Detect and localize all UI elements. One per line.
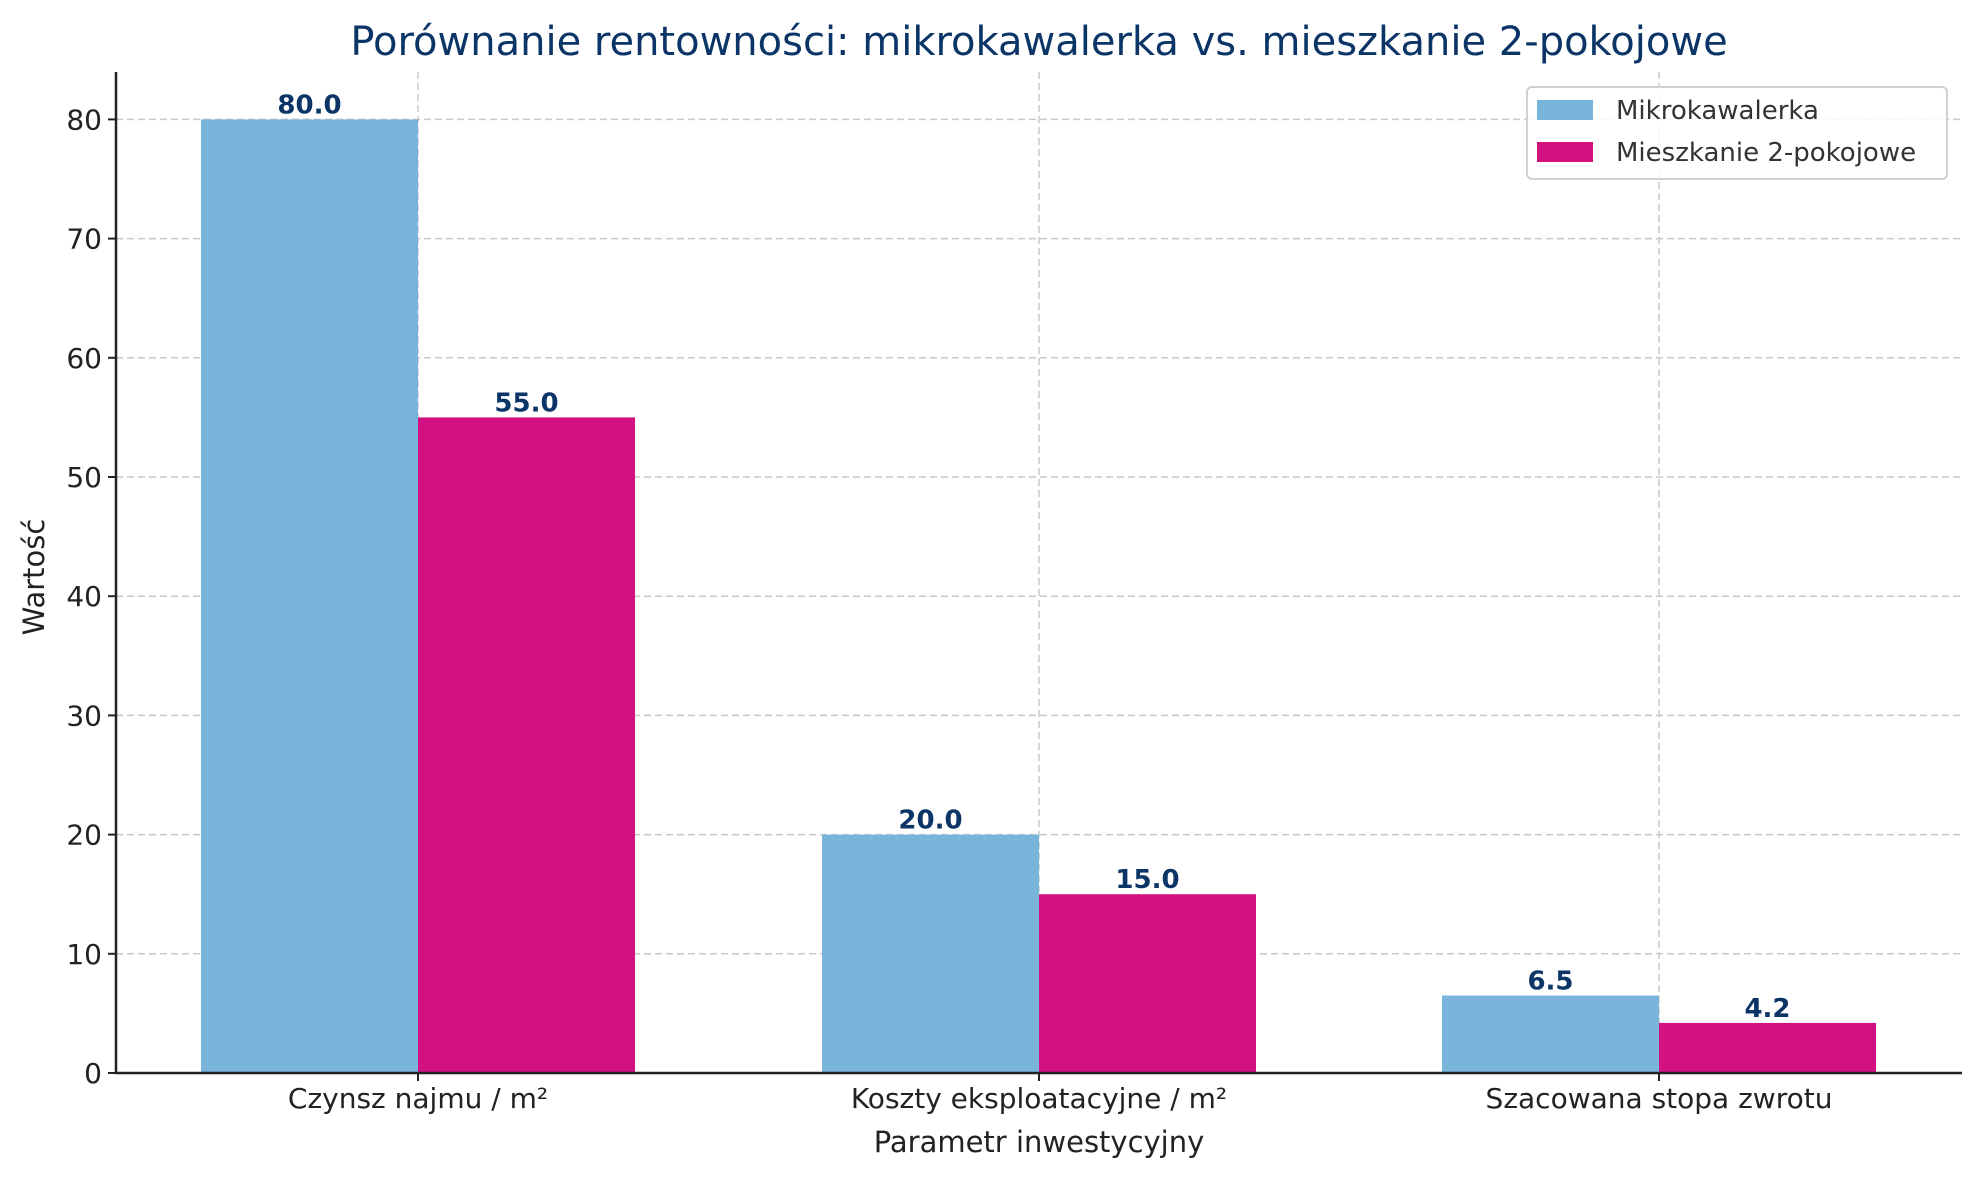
x-axis-ticks: Czynsz najmu / m² Koszty eksploatacyjne /…	[288, 1073, 1833, 1115]
bar-mikrokawalerka	[1442, 995, 1659, 1073]
x-tick-label: Czynsz najmu / m²	[288, 1082, 548, 1115]
y-tick-label: 60	[66, 342, 102, 375]
bar-value-label: 4.2	[1744, 994, 1790, 1024]
bar-mieszkanie-2-pokojowe	[1659, 1022, 1876, 1073]
y-tick-label: 20	[66, 819, 102, 852]
legend-label-mikrokawalerka: Mikrokawalerka	[1616, 96, 1819, 126]
bar-value-label: 15.0	[1115, 865, 1179, 895]
bar-mikrokawalerka	[822, 834, 1039, 1073]
x-axis-label: Parametr inwestycyjny	[874, 1125, 1205, 1159]
legend-swatch-mieszkanie-2-pokojowe	[1537, 142, 1593, 162]
y-axis-ticks: 0 10 20 30 40 50 60 70 80	[66, 103, 116, 1090]
bar-value-label: 20.0	[898, 806, 962, 836]
legend-swatch-mikrokawalerka	[1537, 100, 1593, 120]
y-tick-label: 80	[66, 103, 102, 136]
x-tick-label: Koszty eksploatacyjne / m²	[851, 1082, 1227, 1115]
legend-label-mieszkanie-2-pokojowe: Mieszkanie 2-pokojowe	[1616, 138, 1916, 168]
value-labels: 80.0 55.0 20.0 15.0 6.5 4.2	[277, 90, 1790, 1024]
y-tick-label: 50	[66, 461, 102, 494]
legend-box	[1526, 86, 1948, 180]
bars	[201, 119, 1876, 1073]
bar-mieszkanie-2-pokojowe	[418, 417, 635, 1073]
bar-value-label: 55.0	[494, 388, 558, 418]
y-axis-label: Wartość	[17, 519, 51, 636]
chart-title: Porównanie rentowności: mikrokawalerka v…	[350, 19, 1727, 65]
y-tick-label: 10	[66, 938, 102, 971]
bar-value-label: 6.5	[1527, 967, 1573, 997]
y-tick-label: 70	[66, 223, 102, 256]
bar-mieszkanie-2-pokojowe	[1039, 894, 1256, 1073]
y-tick-label: 30	[66, 699, 102, 732]
bar-value-label: 80.0	[277, 90, 341, 120]
bar-mikrokawalerka	[201, 119, 418, 1073]
x-tick-label: Szacowana stopa zwrotu	[1486, 1082, 1833, 1115]
y-tick-label: 0	[84, 1057, 102, 1090]
y-tick-label: 40	[66, 580, 102, 613]
legend: Mikrokawalerka Mieszkanie 2-pokojowe	[1526, 86, 1948, 180]
